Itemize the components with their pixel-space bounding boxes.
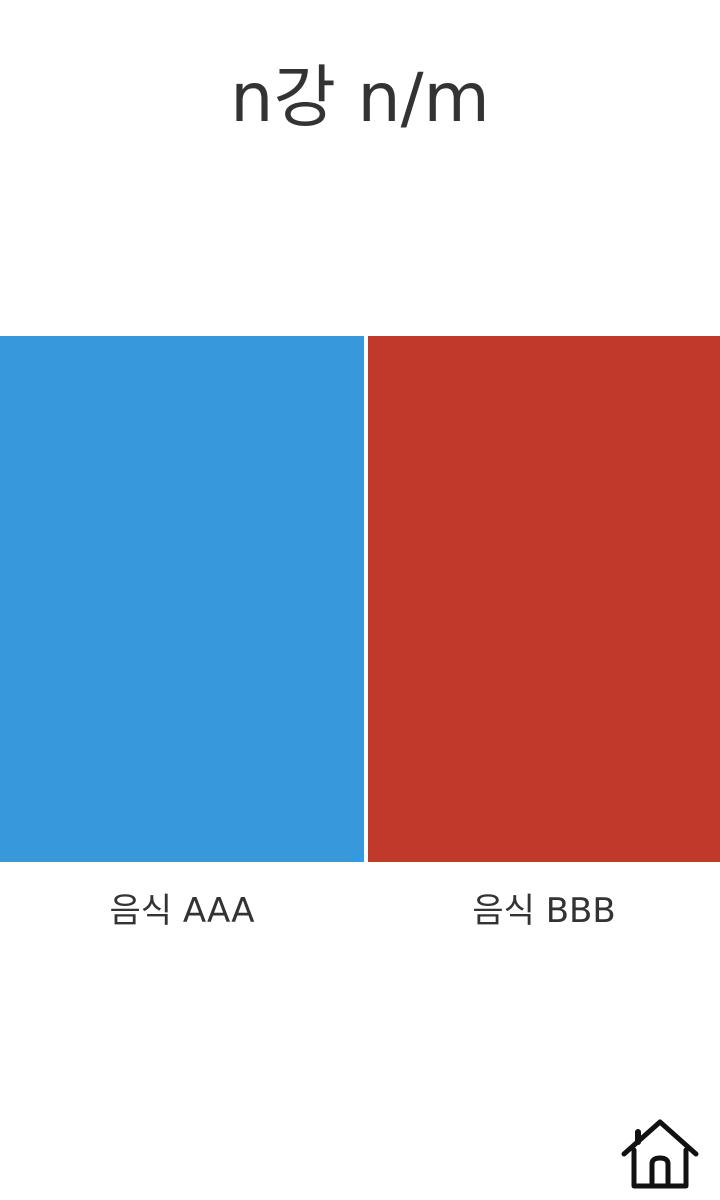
choice-b-label: 음식 BBB (472, 891, 616, 931)
round-title: n강 n/m (230, 59, 490, 138)
home-icon (620, 1118, 700, 1190)
choice-a-panel[interactable] (0, 336, 364, 862)
choice-b-panel[interactable] (368, 336, 720, 862)
choice-a-label: 음식 AAA (109, 891, 255, 931)
home-button[interactable] (620, 1118, 700, 1190)
